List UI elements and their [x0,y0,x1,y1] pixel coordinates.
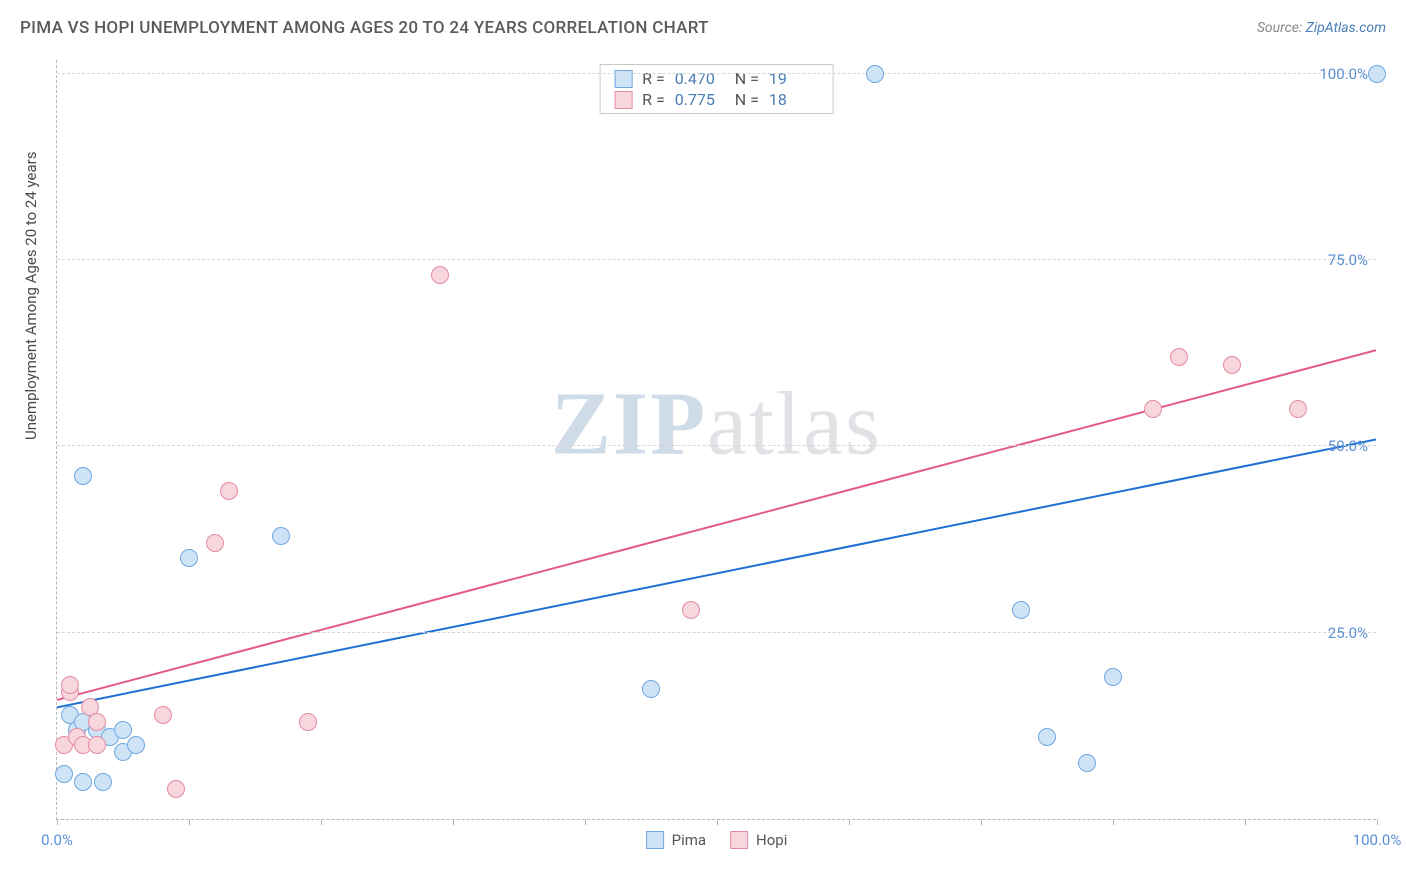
data-point [94,773,112,791]
x-tick [585,819,586,825]
x-tick [453,819,454,825]
n-value-hopi: 18 [769,90,819,109]
watermark-zip: ZIP [551,375,707,474]
data-point [272,527,290,545]
data-point [1368,65,1386,83]
y-tick-label: 25.0% [1328,624,1368,642]
data-point [1289,400,1307,418]
series-swatch-hopi [730,831,748,849]
data-point [180,549,198,567]
gridline-h [57,259,1376,260]
data-point [1170,348,1188,366]
plot-area: ZIPatlas R = 0.470 N = 19 R = 0.775 N = … [56,60,1376,820]
data-point [88,736,106,754]
series-item-pima: Pima [646,831,706,849]
y-tick-label: 50.0% [1328,437,1368,455]
trend-line [57,440,1376,708]
n-label: N = [735,90,759,109]
data-point [154,706,172,724]
data-point [220,482,238,500]
gridline-h [57,445,1376,446]
r-label: R = [642,69,665,88]
data-point [55,765,73,783]
series-label-pima: Pima [672,831,706,849]
x-tick [189,819,190,825]
series-item-hopi: Hopi [730,831,787,849]
gridline-h [57,73,1376,74]
r-label: R = [642,90,665,109]
x-tick [981,819,982,825]
data-point [127,736,145,754]
data-point [1012,601,1030,619]
x-tick [849,819,850,825]
data-point [431,266,449,284]
data-point [114,721,132,739]
data-point [1144,400,1162,418]
trend-line [57,350,1376,700]
gridline-h [57,632,1376,633]
legend-row-hopi: R = 0.775 N = 18 [600,89,833,110]
legend-swatch-hopi [614,91,632,109]
n-value-pima: 19 [769,69,819,88]
source-link[interactable]: ZipAtlas.com [1306,20,1386,36]
x-tick-label: 100.0% [1353,831,1402,849]
data-point [299,713,317,731]
y-tick-label: 75.0% [1328,251,1368,269]
data-point [1104,668,1122,686]
data-point [1038,728,1056,746]
data-point [74,467,92,485]
title-bar: PIMA VS HOPI UNEMPLOYMENT AMONG AGES 20 … [20,18,1386,38]
y-axis-title: Unemployment Among Ages 20 to 24 years [22,152,40,440]
series-swatch-pima [646,831,664,849]
source-attribution: Source: ZipAtlas.com [1257,20,1386,36]
data-point [88,713,106,731]
data-point [682,601,700,619]
watermark-atlas: atlas [707,375,882,474]
x-tick [57,819,58,825]
data-point [61,676,79,694]
x-tick [1377,819,1378,825]
correlation-legend: R = 0.470 N = 19 R = 0.775 N = 18 [599,64,834,114]
data-point [206,534,224,552]
x-tick [321,819,322,825]
trend-lines [57,60,1376,819]
series-legend: Pima Hopi [646,831,788,849]
data-point [1223,356,1241,374]
r-value-pima: 0.470 [675,69,725,88]
source-label: Source: [1257,20,1302,36]
n-label: N = [735,69,759,88]
x-tick-label: 0.0% [41,831,73,849]
data-point [642,680,660,698]
watermark: ZIPatlas [551,373,882,476]
x-tick [1113,819,1114,825]
legend-row-pima: R = 0.470 N = 19 [600,68,833,89]
data-point [167,780,185,798]
x-tick [1245,819,1246,825]
y-tick-label: 100.0% [1319,65,1368,83]
data-point [1078,754,1096,772]
data-point [74,773,92,791]
data-point [866,65,884,83]
series-label-hopi: Hopi [756,831,787,849]
r-value-hopi: 0.775 [675,90,725,109]
x-tick [717,819,718,825]
chart-title: PIMA VS HOPI UNEMPLOYMENT AMONG AGES 20 … [20,18,709,38]
